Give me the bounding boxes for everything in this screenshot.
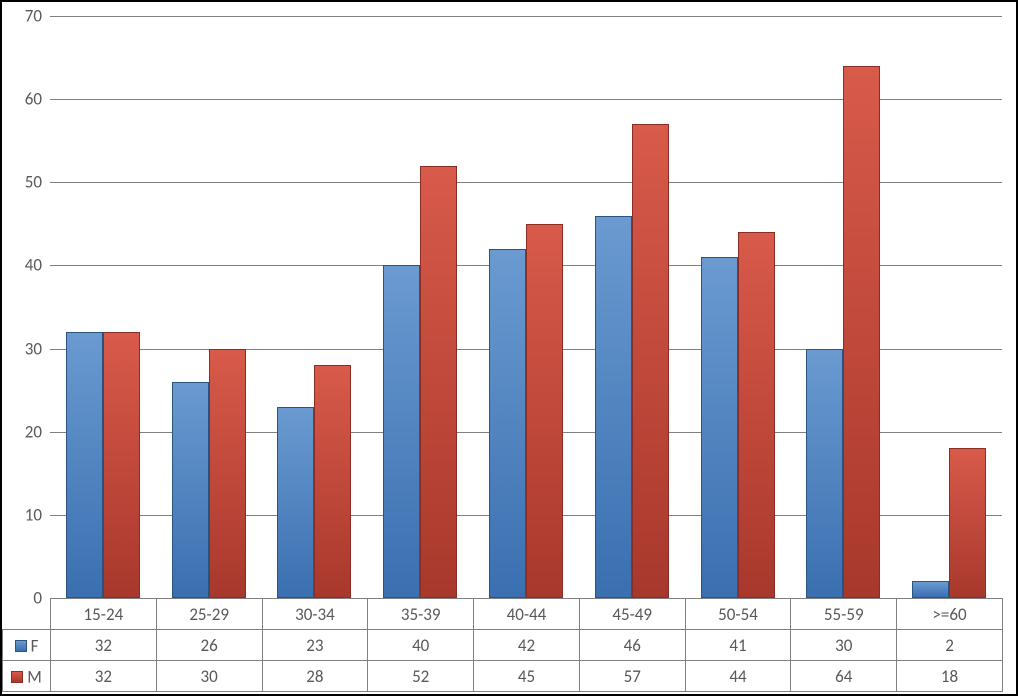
bar-M-15-24: [103, 332, 140, 598]
bar-F-45-49: [595, 216, 632, 598]
bar-M-25-29: [209, 349, 246, 598]
legend-label: F: [31, 635, 39, 656]
data-cell: 64: [791, 661, 897, 692]
bar-F-30-34: [277, 407, 314, 598]
y-tick-label: 30: [25, 338, 50, 359]
y-tick-label: 70: [25, 6, 50, 27]
legend-swatch-F: [15, 640, 27, 652]
data-cell: 32: [51, 630, 157, 661]
bar-F-25-29: [172, 382, 209, 598]
table-corner: [3, 599, 51, 630]
legend-label: M: [27, 666, 42, 687]
data-cell: 44: [685, 661, 791, 692]
y-tick-label: 20: [25, 421, 50, 442]
y-tick-label: 40: [25, 255, 50, 276]
bar-M-35-39: [420, 166, 457, 598]
y-tick-label: 10: [25, 504, 50, 525]
bar-F->=60: [912, 581, 949, 598]
bar-M-50-54: [738, 232, 775, 598]
data-table: 15-2425-2930-3435-3940-4445-4950-5455-59…: [2, 598, 1003, 692]
category-header: 45-49: [579, 599, 685, 630]
bar-F-40-44: [489, 249, 526, 598]
bar-F-55-59: [806, 349, 843, 598]
category-header: 50-54: [685, 599, 791, 630]
category-header: >=60: [897, 599, 1003, 630]
data-cell: 2: [897, 630, 1003, 661]
category-header: 30-34: [262, 599, 368, 630]
category-header: 35-39: [368, 599, 474, 630]
data-cell: 32: [51, 661, 157, 692]
bar-M-40-44: [526, 224, 563, 598]
bar-F-15-24: [66, 332, 103, 598]
data-cell: 42: [474, 630, 580, 661]
category-header: 25-29: [156, 599, 262, 630]
plot-area: 010203040506070: [50, 16, 1002, 598]
data-cell: 57: [579, 661, 685, 692]
data-cell: 23: [262, 630, 368, 661]
data-cell: 40: [368, 630, 474, 661]
y-tick-label: 50: [25, 172, 50, 193]
category-header: 15-24: [51, 599, 157, 630]
legend-cell-M: M: [3, 661, 51, 692]
bar-F-35-39: [383, 265, 420, 598]
bar-M-55-59: [843, 66, 880, 598]
data-cell: 52: [368, 661, 474, 692]
data-cell: 26: [156, 630, 262, 661]
data-cell: 46: [579, 630, 685, 661]
category-header: 55-59: [791, 599, 897, 630]
bar-M-45-49: [632, 124, 669, 598]
data-cell: 41: [685, 630, 791, 661]
legend-swatch-M: [11, 671, 23, 683]
category-header: 40-44: [474, 599, 580, 630]
data-cell: 28: [262, 661, 368, 692]
bar-M->=60: [949, 448, 986, 598]
data-cell: 30: [156, 661, 262, 692]
y-tick-label: 60: [25, 89, 50, 110]
data-cell: 45: [474, 661, 580, 692]
data-cell: 30: [791, 630, 897, 661]
chart-frame: 010203040506070 15-2425-2930-3435-3940-4…: [0, 0, 1018, 696]
bar-F-50-54: [701, 257, 738, 598]
bar-M-30-34: [314, 365, 351, 598]
data-cell: 18: [897, 661, 1003, 692]
gridline: [50, 16, 1002, 17]
legend-cell-F: F: [3, 630, 51, 661]
